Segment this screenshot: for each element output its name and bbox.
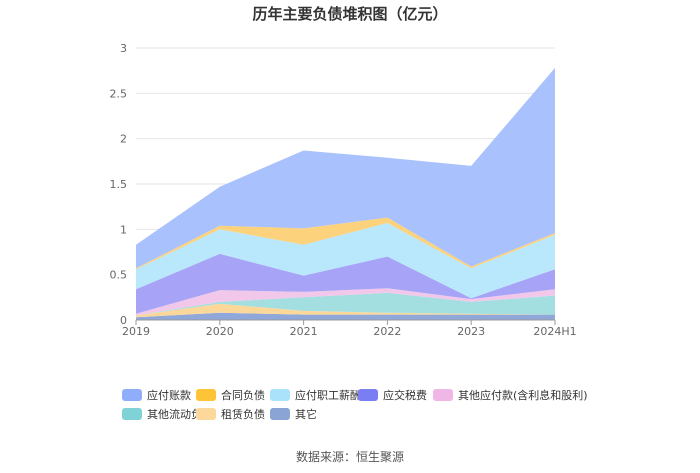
x-tick-label-4: 2023 [457,325,485,338]
area-series-2 [136,292,555,316]
legend-swatch [122,389,142,401]
legend-item[interactable]: 其它 [270,406,317,422]
y-tick-label-6: 3 [120,42,127,55]
x-tick-label-0: 2019 [122,325,150,338]
legend-swatch [433,389,453,401]
area-series-3 [136,288,555,316]
legend-label: 应付账款 [147,389,191,402]
legend-swatch [270,389,290,401]
legend-item[interactable]: 合同负债 [196,387,265,403]
area-series-6 [136,217,555,270]
legend-item[interactable]: 租赁负债 [196,406,265,422]
area-series-7 [136,67,555,269]
legend-item[interactable]: 应交税费 [358,387,427,403]
x-tick-label-5: 2024H1 [533,325,576,338]
y-tick-label-2: 1 [120,223,127,236]
legend-swatch [270,408,290,420]
legend-label: 应交税费 [383,389,427,402]
legend-swatch [196,408,216,420]
legend-item[interactable]: 其他应付款(含利息和股利) [433,387,588,403]
area-series-1 [136,303,555,318]
legend-item[interactable]: 应付职工薪酬 [270,387,361,403]
legend-item[interactable]: 应付账款 [122,387,191,403]
legend-label: 租赁负债 [221,408,265,421]
area-series-4 [136,253,555,314]
legend-label: 其它 [295,408,317,421]
area-series-0 [136,312,555,320]
y-tick-label-4: 2 [120,133,127,146]
y-tick-label-0: 0 [120,314,127,327]
x-tick-label-3: 2022 [373,325,401,338]
legend-swatch [358,389,378,401]
legend-label: 其他应付款(含利息和股利) [458,389,588,402]
area-series-5 [136,223,555,299]
y-tick-label-1: 0.5 [110,269,128,282]
x-tick-label-1: 2020 [206,325,234,338]
y-tick-label-3: 1.5 [110,178,128,191]
legend-label: 应付职工薪酬 [295,389,361,402]
x-tick-label-2: 2021 [290,325,318,338]
data-source: 数据来源：恒生聚源 [295,450,404,464]
y-tick-label-5: 2.5 [110,87,128,100]
legend-label: 合同负债 [221,389,265,402]
legend-swatch [196,389,216,401]
chart-title: 历年主要负债堆积图（亿元） [252,5,448,23]
legend-swatch [122,408,142,420]
